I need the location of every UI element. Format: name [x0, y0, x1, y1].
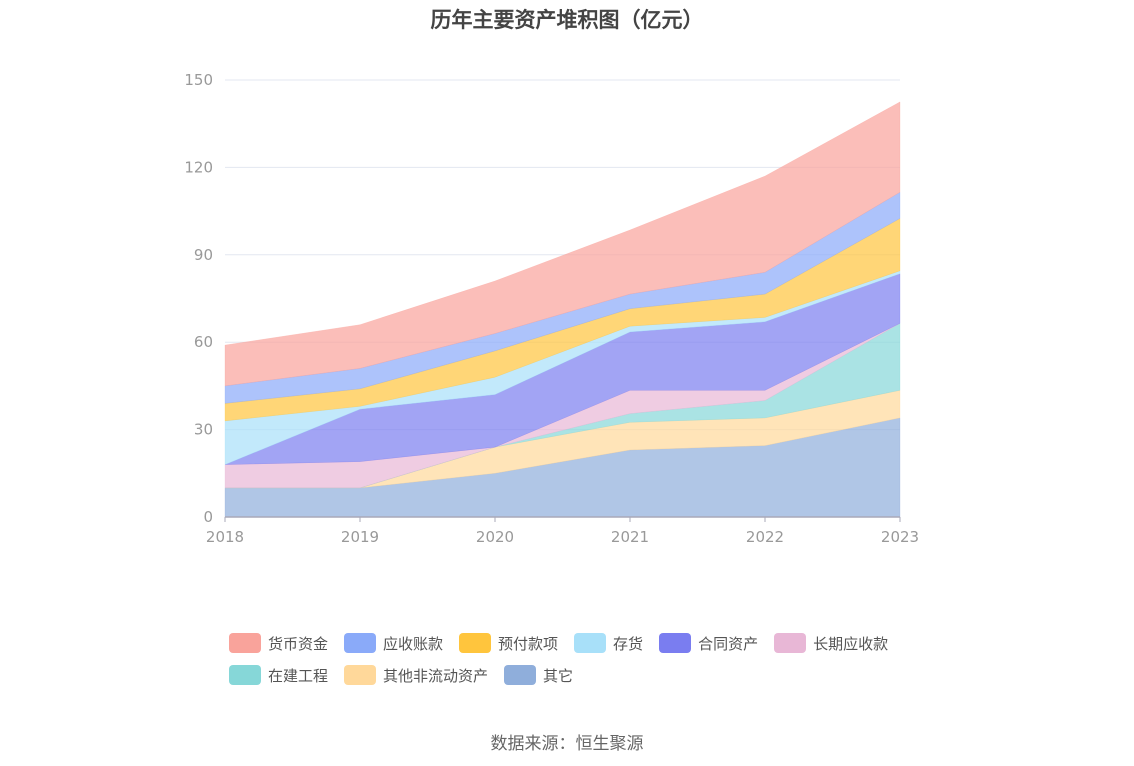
- y-tick-label: 90: [194, 246, 213, 264]
- legend-swatch: [344, 633, 377, 653]
- legend-swatch: [774, 633, 807, 653]
- x-tick-label: 2020: [476, 528, 514, 546]
- data-source: 数据来源：恒生聚源: [490, 734, 644, 754]
- chart-title: 历年主要资产堆积图（亿元）: [430, 8, 704, 32]
- legend-item[interactable]: 存货: [574, 632, 643, 654]
- y-tick-label: 60: [194, 333, 213, 351]
- x-tick-label: 2023: [881, 528, 919, 546]
- legend-label: 预付款项: [498, 634, 559, 653]
- y-tick-label: 0: [203, 508, 213, 526]
- legend-label: 应收账款: [383, 634, 444, 653]
- legend-item[interactable]: 货币资金: [229, 632, 328, 654]
- legend-swatch: [504, 665, 537, 685]
- legend-label: 存货: [613, 634, 644, 653]
- legend-item[interactable]: 其它: [504, 664, 573, 686]
- legend-swatch: [574, 633, 607, 653]
- axes: 0 30 60 90 120 150 2018 2019 2020 2021 2022 2023: [184, 71, 919, 546]
- legend-swatch: [344, 665, 377, 685]
- legend-label: 其他非流动资产: [383, 666, 489, 685]
- legend-item[interactable]: 合同资产: [659, 632, 758, 654]
- legend-label: 其它: [543, 666, 574, 685]
- x-tick-label: 2018: [206, 528, 244, 546]
- y-tick-label: 30: [194, 421, 213, 439]
- legend-label: 长期应收款: [813, 634, 889, 653]
- x-tick-label: 2019: [341, 528, 379, 546]
- legend-swatch: [459, 633, 492, 653]
- legend-swatch: [229, 633, 261, 653]
- legend-swatch: [659, 633, 692, 653]
- y-tick-label: 150: [184, 71, 213, 89]
- legend-label: 合同资产: [698, 634, 759, 653]
- legend-label: 货币资金: [268, 634, 329, 653]
- legend-item[interactable]: 应收账款: [344, 632, 443, 654]
- x-tick-label: 2021: [611, 528, 649, 546]
- y-tick-label: 120: [184, 158, 213, 176]
- legend-item[interactable]: 预付款项: [459, 632, 558, 654]
- legend-label: 在建工程: [268, 666, 329, 685]
- x-tick-label: 2022: [746, 528, 784, 546]
- legend-swatch: [229, 665, 261, 685]
- legend: 货币资金 应收账款 预付款项 存货 合同资产 长期应收款在建工程 其他非流动资产 其它: [229, 632, 929, 686]
- legend-item[interactable]: 在建工程: [229, 664, 328, 686]
- area-series: [224, 101, 901, 518]
- legend-item[interactable]: 长期应收款: [774, 632, 888, 654]
- legend-item[interactable]: 其他非流动资产: [344, 664, 488, 686]
- area-series-8[interactable]: [224, 101, 901, 387]
